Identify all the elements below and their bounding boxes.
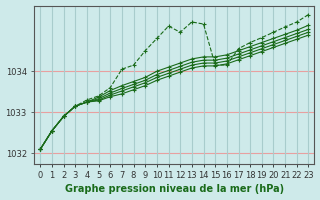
X-axis label: Graphe pression niveau de la mer (hPa): Graphe pression niveau de la mer (hPa): [65, 184, 284, 194]
